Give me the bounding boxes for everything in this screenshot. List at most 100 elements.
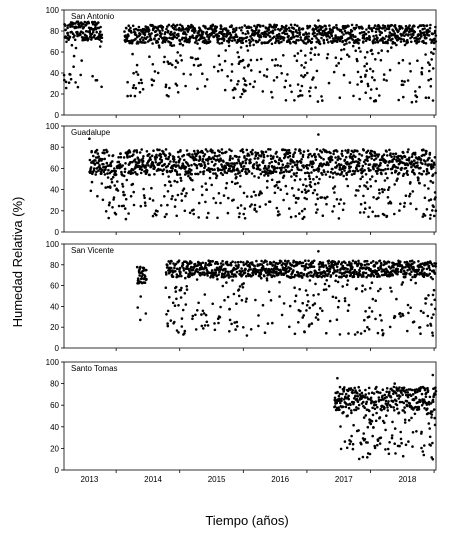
data-point	[337, 394, 341, 398]
data-point	[268, 200, 272, 203]
data-point	[169, 160, 172, 163]
data-point	[329, 274, 333, 277]
data-point	[349, 152, 353, 156]
data-point	[265, 68, 269, 71]
data-point	[208, 176, 212, 180]
data-point	[250, 69, 253, 72]
data-point	[282, 198, 285, 202]
data-point	[433, 423, 437, 427]
panel-label: San Antonio	[71, 12, 115, 21]
data-point	[92, 169, 96, 172]
data-point	[392, 266, 395, 269]
data-point	[308, 323, 311, 327]
data-point	[379, 58, 383, 62]
data-point	[209, 157, 213, 160]
data-point	[381, 388, 385, 392]
data-point	[416, 59, 419, 62]
data-point	[206, 33, 209, 37]
data-point	[252, 163, 256, 166]
data-point	[341, 392, 344, 396]
data-point	[429, 324, 433, 327]
data-point	[166, 190, 170, 193]
data-point	[365, 275, 368, 279]
data-point	[339, 401, 342, 405]
data-point	[94, 27, 98, 31]
data-point	[74, 46, 78, 50]
y-tick-label: 100	[46, 122, 60, 131]
data-point	[367, 386, 371, 390]
data-point	[187, 174, 190, 178]
data-point	[207, 38, 210, 41]
data-point	[243, 156, 246, 159]
data-point	[326, 195, 329, 199]
data-point	[220, 148, 224, 151]
data-point	[214, 172, 217, 175]
data-point	[140, 275, 144, 278]
data-point	[429, 77, 433, 81]
data-point	[165, 313, 168, 316]
data-point	[184, 276, 187, 280]
data-point	[398, 386, 401, 389]
data-point	[372, 274, 376, 278]
data-point	[168, 262, 172, 265]
data-point	[196, 151, 200, 154]
data-point	[414, 90, 417, 93]
data-point	[379, 267, 383, 270]
y-tick-label: 60	[50, 164, 59, 173]
data-point	[400, 166, 404, 170]
data-point	[122, 204, 125, 208]
data-point	[368, 452, 372, 456]
data-point	[333, 191, 336, 194]
data-point	[250, 261, 254, 264]
data-point	[296, 31, 299, 35]
data-point	[171, 194, 174, 198]
data-point	[261, 161, 265, 165]
data-point	[307, 174, 311, 178]
data-point	[276, 64, 280, 67]
data-point	[387, 260, 391, 264]
data-point	[175, 214, 178, 218]
data-point	[93, 34, 96, 37]
data-point	[269, 38, 273, 42]
data-point	[362, 160, 366, 164]
data-point	[260, 263, 264, 266]
data-point	[295, 263, 299, 266]
data-point	[188, 39, 191, 43]
data-point	[185, 149, 189, 152]
data-point	[364, 393, 368, 396]
data-point	[174, 262, 178, 266]
data-point	[120, 170, 123, 174]
data-point	[145, 169, 149, 172]
data-point	[369, 185, 373, 188]
data-point	[401, 393, 404, 397]
data-point	[210, 269, 214, 272]
data-point	[422, 311, 425, 315]
data-point	[346, 279, 350, 282]
data-point	[350, 409, 353, 412]
data-point	[240, 298, 244, 302]
data-point	[98, 164, 101, 167]
data-point	[216, 69, 220, 73]
data-point	[199, 170, 202, 174]
data-point	[100, 36, 104, 39]
data-point	[366, 82, 370, 86]
data-point	[259, 35, 263, 38]
data-point	[138, 151, 142, 154]
data-point	[380, 31, 384, 34]
data-point	[316, 100, 320, 103]
data-point	[387, 265, 391, 269]
data-point	[342, 410, 345, 414]
data-point	[344, 392, 348, 396]
data-point	[318, 40, 321, 43]
data-point	[351, 389, 355, 392]
data-point	[371, 210, 375, 214]
data-point	[149, 165, 153, 168]
data-point	[427, 294, 430, 297]
data-point	[239, 204, 243, 207]
data-point	[80, 24, 83, 28]
data-point	[424, 395, 428, 399]
data-point	[95, 148, 99, 152]
data-point	[306, 71, 309, 75]
data-point	[278, 280, 281, 284]
data-point	[164, 154, 167, 157]
